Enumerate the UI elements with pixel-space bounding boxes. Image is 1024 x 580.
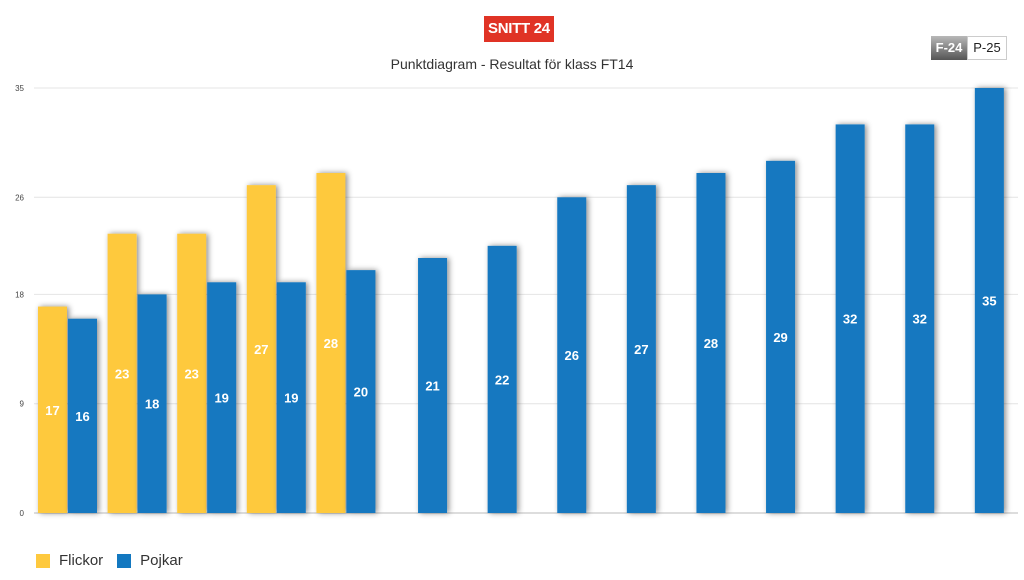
bar-girls[interactable] (246, 185, 276, 513)
bar-boys[interactable] (557, 197, 587, 514)
chart-title: Punktdiagram - Resultat för klass FT14 (390, 56, 634, 72)
bar-value-label: 32 (913, 312, 927, 327)
legend-item-boys[interactable]: Pojkar (117, 552, 183, 569)
bar-boys[interactable] (418, 258, 448, 513)
bar-girls[interactable] (38, 306, 67, 513)
bars (38, 88, 1004, 514)
bar-value-label: 32 (843, 312, 857, 327)
bar-value-label: 28 (704, 336, 718, 351)
bar-value-label: 22 (495, 372, 509, 387)
toggle-boys-button[interactable]: P-25 (967, 36, 1007, 60)
bar-boys[interactable] (487, 245, 517, 513)
bar-boys[interactable] (905, 124, 935, 513)
bar-boys[interactable] (626, 185, 656, 513)
bar-boys[interactable] (974, 88, 1004, 513)
y-tick-label: 0 (20, 509, 25, 518)
bar-value-label: 28 (324, 336, 338, 351)
bar-value-label: 17 (45, 403, 59, 418)
bar-value-label: 21 (425, 379, 439, 394)
legend-label-boys: Pojkar (140, 552, 183, 569)
legend-label-girls: Flickor (59, 552, 104, 569)
chart-legend: Flickor Pojkar (36, 552, 197, 569)
bar-value-label: 16 (75, 409, 89, 424)
bar-boys[interactable] (137, 294, 167, 513)
bar-boys[interactable] (835, 124, 865, 513)
bar-value-label: 19 (284, 391, 298, 406)
bar-value-label: 27 (634, 342, 648, 357)
bar-value-labels: 17 16 23 18 23 19 27 19 28 20 21 22 26 27 28 29 32 32 35 (45, 294, 996, 424)
bar-girls[interactable] (316, 173, 346, 513)
y-tick-label: 26 (15, 193, 24, 202)
bar-value-label: 26 (565, 348, 579, 363)
y-tick-label: 35 (15, 84, 24, 93)
y-tick-label: 9 (20, 400, 25, 409)
bar-value-label: 18 (145, 397, 159, 412)
toggle-girls-button[interactable]: F-24 (931, 36, 967, 60)
bar-value-label: 23 (115, 366, 129, 381)
legend-swatch-boys (117, 553, 132, 568)
bar-value-label: 29 (773, 330, 787, 345)
bar-boys[interactable] (766, 160, 796, 513)
bar-girls[interactable] (107, 233, 137, 513)
legend-item-girls[interactable]: Flickor (36, 552, 103, 569)
bar-value-label: 27 (254, 342, 268, 357)
y-tick-labels: 0 9 18 26 35 (15, 84, 24, 518)
bar-value-label: 35 (982, 294, 996, 309)
bar-girls[interactable] (177, 233, 207, 513)
bar-value-label: 23 (184, 366, 198, 381)
legend-swatch-girls (36, 553, 50, 568)
y-tick-label: 18 (15, 290, 24, 299)
bar-value-label: 20 (354, 385, 368, 400)
bar-boys[interactable] (68, 318, 97, 513)
series-toggle[interactable]: F-24 P-25 (931, 36, 1007, 60)
bar-boys[interactable] (696, 173, 726, 513)
bar-value-label: 19 (214, 391, 228, 406)
bar-boys[interactable] (276, 282, 306, 513)
bar-boys[interactable] (207, 282, 237, 513)
average-badge: SNITT 24 (484, 16, 554, 42)
bar-boys[interactable] (346, 270, 376, 513)
